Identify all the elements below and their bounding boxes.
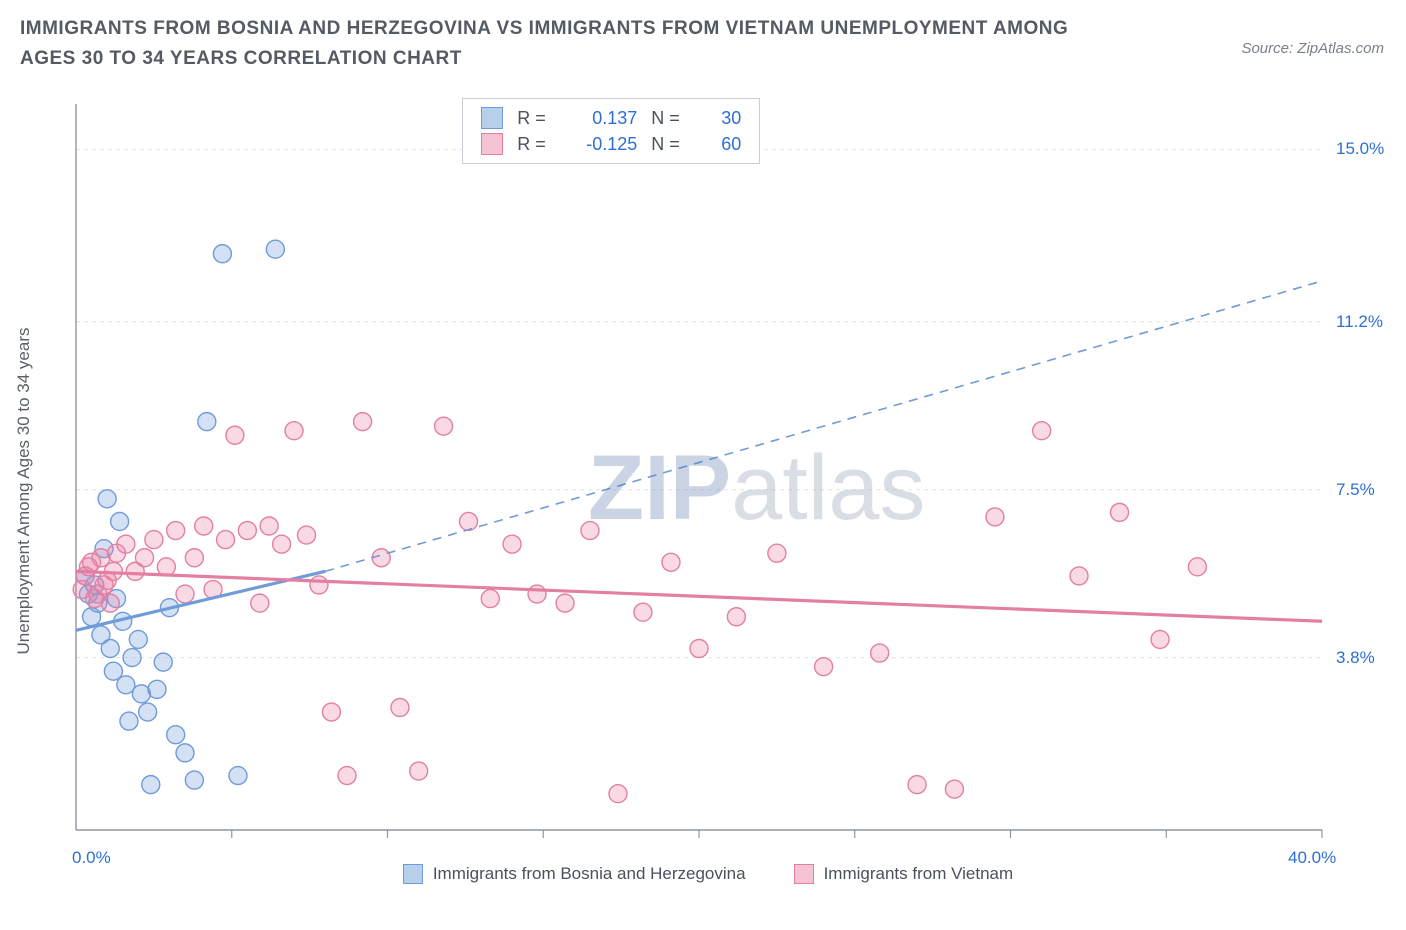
chart-header: IMMIGRANTS FROM BOSNIA AND HERZEGOVINA V…	[0, 0, 1406, 75]
y-tick-label: 3.8%	[1336, 648, 1375, 668]
stats-legend: R = 0.137 N = 30 R = -0.125 N = 60	[462, 98, 760, 164]
y-axis-label: Unemployment Among Ages 30 to 34 years	[14, 328, 34, 655]
y-tick-label: 11.2%	[1336, 312, 1383, 332]
stats-legend-row: R = -0.125 N = 60	[463, 131, 759, 157]
legend-n-value: 30	[701, 108, 741, 129]
legend-n-value: 60	[701, 134, 741, 155]
legend-n-label: N =	[651, 108, 687, 129]
legend-n-label: N =	[651, 134, 687, 155]
chart-source: Source: ZipAtlas.com	[1241, 40, 1384, 57]
series-legend-label: Immigrants from Vietnam	[824, 864, 1014, 884]
legend-swatch	[403, 864, 423, 884]
series-legend-item: Immigrants from Vietnam	[794, 864, 1014, 884]
legend-swatch	[481, 107, 503, 129]
series-legend: Immigrants from Bosnia and Herzegovina Im…	[28, 864, 1388, 884]
y-tick-label: 7.5%	[1336, 480, 1375, 500]
legend-r-value: -0.125	[567, 134, 637, 155]
series-legend-label: Immigrants from Bosnia and Herzegovina	[433, 864, 746, 884]
legend-swatch	[481, 133, 503, 155]
chart-area: Unemployment Among Ages 30 to 34 years Z…	[28, 96, 1388, 886]
legend-r-value: 0.137	[567, 108, 637, 129]
chart-title: IMMIGRANTS FROM BOSNIA AND HERZEGOVINA V…	[20, 14, 1120, 75]
legend-r-label: R =	[517, 134, 553, 155]
legend-r-label: R =	[517, 108, 553, 129]
series-legend-item: Immigrants from Bosnia and Herzegovina	[403, 864, 746, 884]
legend-swatch	[794, 864, 814, 884]
y-tick-label: 15.0%	[1336, 139, 1384, 159]
stats-legend-row: R = 0.137 N = 30	[463, 105, 759, 131]
scatter-plot	[28, 96, 1388, 886]
